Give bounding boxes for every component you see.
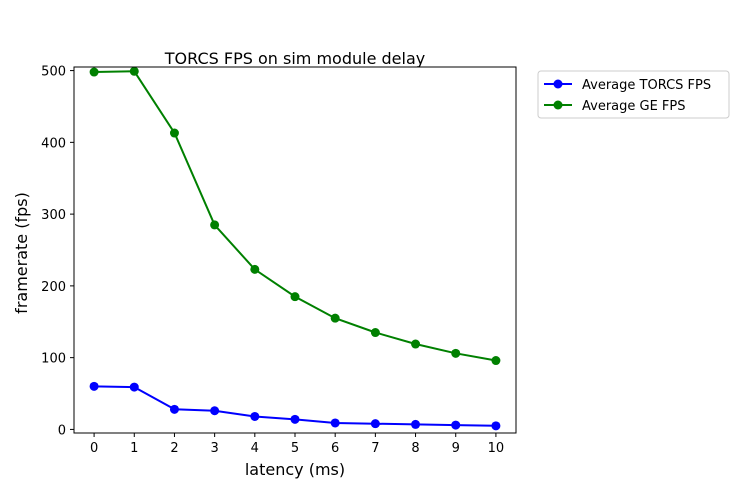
y-tick-label: 200	[41, 280, 66, 295]
legend-box	[537, 70, 730, 119]
series-1-point	[169, 404, 179, 414]
y-axis-label: framerate (fps)	[12, 192, 31, 314]
legend-label: Average TORCS FPS	[582, 78, 711, 93]
series-2-point	[169, 128, 179, 138]
x-tick-label: 2	[170, 441, 178, 456]
series-2-point	[370, 328, 380, 338]
x-tick-label: 5	[291, 441, 299, 456]
series-1-point	[451, 420, 461, 430]
series-2-point	[210, 220, 220, 230]
chart-title: TORCS FPS on sim module delay	[164, 49, 425, 68]
y-tick-label: 400	[41, 136, 66, 151]
series-2-point	[451, 348, 461, 358]
series-2-point	[129, 66, 139, 76]
y-tick-label: 0	[58, 423, 66, 438]
x-tick-label: 9	[452, 441, 460, 456]
series-1-point	[290, 414, 300, 424]
series-1-point	[210, 406, 220, 416]
series-2-point	[491, 356, 501, 366]
legend-marker	[553, 79, 563, 89]
axes-frame	[73, 66, 517, 434]
y-tick-label: 100	[41, 352, 66, 367]
series-1-point	[89, 381, 99, 391]
series-1-point	[129, 382, 139, 392]
x-tick-label: 6	[331, 441, 339, 456]
legend: Average TORCS FPS Average GE FPS	[537, 70, 730, 119]
series-2-point	[290, 292, 300, 302]
x-tick-label: 0	[90, 441, 98, 456]
series-1-point	[411, 419, 421, 429]
x-tick-label: 8	[411, 441, 419, 456]
series-2-point	[89, 67, 99, 77]
series-2-point	[411, 339, 421, 349]
x-tick-label: 3	[210, 441, 218, 456]
x-tick-label: 4	[251, 441, 259, 456]
legend-label: Average GE FPS	[582, 99, 686, 114]
series-2-point	[330, 313, 340, 323]
series-1-point	[370, 419, 380, 429]
x-tick-label: 10	[488, 441, 505, 456]
x-tick-label: 7	[371, 441, 379, 456]
legend-marker	[553, 100, 563, 110]
series-1-point	[250, 411, 260, 421]
y-tick-label: 500	[41, 65, 66, 80]
x-tick-label: 1	[130, 441, 138, 456]
y-tick-label: 300	[41, 208, 66, 223]
series-2-point	[250, 264, 260, 274]
series-1-point	[491, 421, 501, 431]
series-1-point	[330, 418, 340, 428]
x-axis-label: latency (ms)	[245, 460, 345, 479]
